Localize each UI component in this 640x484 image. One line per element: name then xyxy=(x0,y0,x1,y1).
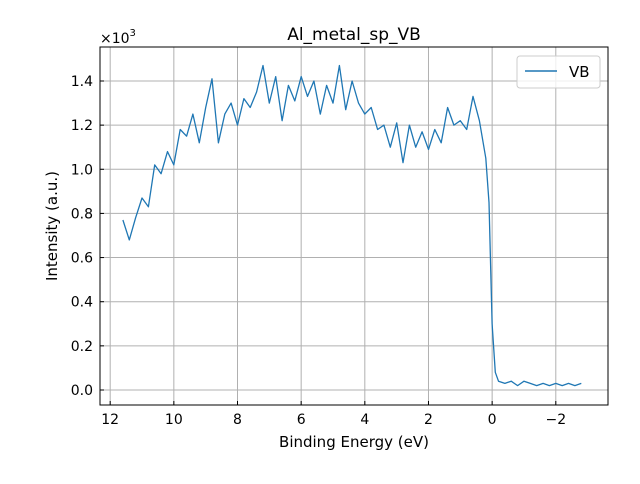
legend-label-vb: VB xyxy=(569,63,590,81)
y-tick-label: 0.4 xyxy=(71,295,93,311)
x-tick-label: 0 xyxy=(488,412,497,428)
legend: VB xyxy=(516,55,601,89)
y-axis-label: Intensity (a.u.) xyxy=(43,171,61,281)
y-multiplier-base: ×10 xyxy=(100,31,130,47)
y-tick-label: 0.8 xyxy=(71,206,93,222)
x-tick-label: 6 xyxy=(297,412,306,428)
series-line-vb xyxy=(122,64,582,387)
series-layer xyxy=(122,64,582,387)
y-multiplier: ×103 xyxy=(100,28,136,47)
axes-frame xyxy=(99,46,609,406)
x-tick-label: −2 xyxy=(545,412,566,428)
y-tick-label: 0.0 xyxy=(71,383,93,399)
y-tick-label: 1.4 xyxy=(71,74,93,90)
y-tick-label: 0.6 xyxy=(71,251,93,267)
y-multiplier-exponent: 3 xyxy=(130,28,136,39)
x-tick-label: 8 xyxy=(233,412,242,428)
x-tick-label: 12 xyxy=(101,412,119,428)
legend-frame xyxy=(516,55,601,89)
chart-title: Al_metal_sp_VB xyxy=(287,25,421,45)
y-tick-label: 0.2 xyxy=(71,339,93,355)
x-ticks: 12 10 8 6 4 2 0 −2 xyxy=(101,401,566,428)
x-tick-label: 10 xyxy=(165,412,183,428)
x-tick-label: 4 xyxy=(360,412,369,428)
y-tick-label: 1.0 xyxy=(71,162,93,178)
y-tick-label: 1.2 xyxy=(71,118,93,134)
x-axis-label: Binding Energy (eV) xyxy=(279,433,429,451)
y-ticks: 0.0 0.2 0.4 0.6 0.8 1.0 1.2 1.4 xyxy=(71,74,104,399)
x-tick-label: 2 xyxy=(424,412,433,428)
grid xyxy=(100,47,608,405)
